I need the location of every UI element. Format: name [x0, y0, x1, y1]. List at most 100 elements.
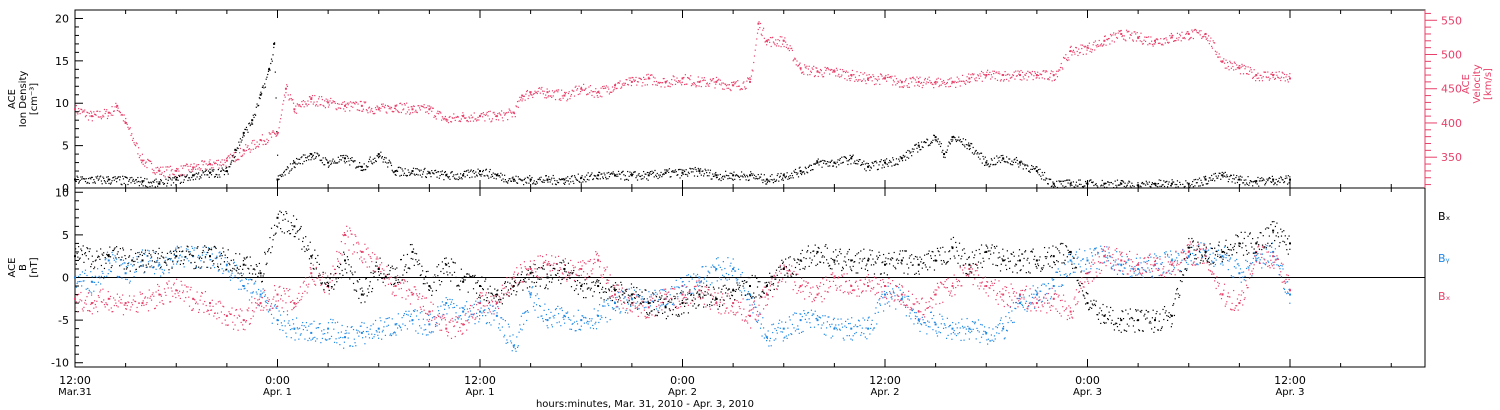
by-series-sample	[398, 324, 400, 326]
by-series-sample	[364, 343, 366, 345]
density-series-sample	[615, 175, 617, 177]
by-series-sample	[908, 315, 910, 317]
velocity-series-sample	[920, 81, 923, 84]
by-series-sample	[620, 289, 623, 291]
velocity-series-sample	[357, 103, 359, 105]
by-series-sample	[1153, 265, 1155, 267]
density-series-sample	[573, 182, 575, 185]
density-series-sample	[145, 186, 147, 188]
velocity-series-sample	[1243, 64, 1245, 67]
velocity-series-sample	[565, 91, 567, 94]
density-series-sample	[814, 163, 816, 165]
velocity-series-sample	[817, 75, 819, 78]
velocity-series-sample	[421, 105, 423, 107]
density-series-sample	[553, 177, 555, 179]
by-series-sample	[658, 299, 660, 301]
by-series-sample	[345, 329, 347, 332]
by-series-sample	[296, 327, 298, 329]
velocity-series-sample	[172, 173, 174, 175]
velocity-series-sample	[823, 72, 825, 74]
density-series-sample	[551, 183, 554, 185]
density-series-sample	[657, 177, 659, 180]
density-series-sample	[113, 179, 115, 181]
by-series-sample	[247, 283, 249, 285]
density-series-sample	[324, 157, 327, 159]
density-series-sample	[945, 151, 947, 153]
density-series-sample	[202, 172, 204, 174]
velocity-series-sample	[148, 160, 150, 162]
velocity-series-sample	[620, 87, 622, 89]
density-series-point	[580, 176, 583, 179]
by-series-sample	[318, 323, 320, 325]
by-series-sample	[480, 307, 482, 309]
density-series-sample	[281, 173, 283, 175]
density-series-sample	[677, 174, 679, 176]
by-series-sample	[1009, 306, 1011, 308]
by-series-sample	[1007, 321, 1009, 324]
velocity-series-sample	[404, 104, 406, 106]
velocity-series-point	[225, 159, 228, 162]
velocity-series-sample	[324, 100, 326, 102]
velocity-series-sample	[1159, 42, 1161, 44]
by-series-sample	[985, 333, 987, 335]
by-series-point	[1221, 255, 1224, 258]
velocity-series-sample	[999, 80, 1002, 82]
by-series-sample	[119, 259, 122, 261]
density-series-sample	[515, 175, 517, 177]
density-series-sample	[582, 181, 584, 183]
by-series-sample	[615, 306, 617, 308]
velocity-series-sample	[901, 86, 904, 88]
density-series-sample	[669, 176, 671, 178]
velocity-series-sample	[1040, 74, 1043, 76]
density-series-sample	[501, 179, 503, 181]
by-series-sample	[804, 312, 806, 315]
density-series-sample	[1218, 172, 1220, 174]
density-series-sample	[698, 168, 700, 170]
density-series-sample	[597, 178, 599, 180]
density-series-sample	[1069, 185, 1071, 187]
velocity-series-sample	[456, 116, 458, 118]
density-series-sample	[1082, 186, 1084, 188]
density-series-sample	[570, 176, 573, 178]
by-series-sample	[591, 318, 593, 320]
velocity-series-sample	[220, 161, 222, 163]
velocity-series-sample	[889, 76, 891, 78]
density-series-sample	[857, 160, 860, 163]
density-series-sample	[124, 176, 126, 178]
velocity-series-sample	[1195, 30, 1198, 32]
density-series-sample	[845, 156, 847, 159]
density-series-sample	[93, 179, 95, 181]
density-series-sample	[393, 171, 396, 173]
density-series-sample	[430, 176, 432, 178]
velocity-series-sample	[964, 82, 966, 84]
density-series-sample	[155, 178, 157, 180]
velocity-series-sample	[434, 115, 436, 117]
by-series-sample	[240, 288, 242, 290]
by-series-sample	[385, 318, 387, 320]
by-series-sample	[611, 307, 614, 309]
by-series-sample	[583, 317, 585, 319]
density-series-sample	[485, 168, 488, 170]
density-series-sample	[1192, 186, 1194, 188]
density-series-sample	[605, 176, 607, 178]
velocity-series-sample	[286, 84, 288, 86]
velocity-series-sample	[674, 79, 676, 81]
density-series-sample	[775, 180, 777, 182]
density-series-sample	[709, 172, 711, 174]
by-series-sample	[620, 311, 622, 313]
velocity-series-sample	[1031, 70, 1034, 73]
velocity-series-sample	[94, 113, 96, 116]
by-series-sample	[153, 251, 155, 253]
velocity-series-sample	[813, 65, 815, 67]
density-series-sample	[1114, 180, 1116, 182]
by-series-sample	[276, 307, 278, 309]
density-series-sample	[209, 168, 211, 170]
density-series-sample	[469, 176, 471, 179]
velocity-series-sample	[973, 73, 975, 75]
density-series-sample	[384, 156, 386, 159]
by-series-sample	[251, 296, 253, 298]
velocity-series-sample	[1094, 49, 1096, 51]
density-series-sample	[1245, 179, 1247, 181]
velocity-series-sample	[841, 69, 844, 71]
density-series-sample	[624, 175, 626, 177]
